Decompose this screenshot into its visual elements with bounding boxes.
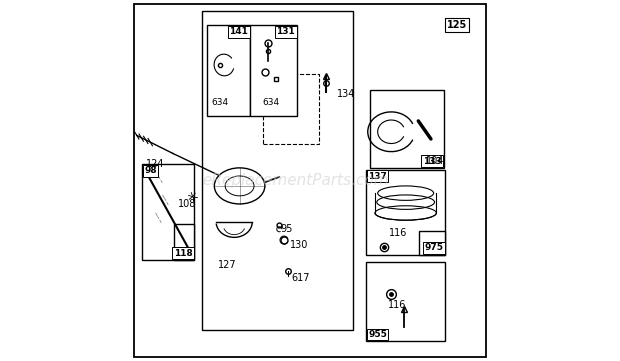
Text: 617: 617 (291, 273, 310, 283)
Bar (366, 170, 445, 255)
Text: 975: 975 (424, 243, 443, 252)
Text: 108: 108 (178, 199, 197, 209)
Text: 955: 955 (368, 330, 387, 339)
Ellipse shape (215, 168, 265, 204)
Text: 124: 124 (146, 159, 164, 169)
Bar (250, 25, 298, 116)
Text: 133: 133 (423, 157, 441, 166)
Text: ~~~: ~~~ (151, 210, 162, 225)
Text: 634: 634 (262, 99, 280, 107)
Bar (366, 262, 445, 341)
Text: eReplacementParts.com: eReplacementParts.com (202, 173, 389, 188)
Bar (419, 231, 445, 255)
Bar (202, 11, 353, 330)
Text: 104: 104 (425, 156, 444, 166)
Ellipse shape (225, 176, 254, 196)
Bar (263, 74, 319, 144)
Bar (207, 25, 250, 116)
Text: 118: 118 (174, 249, 192, 258)
Text: 134: 134 (337, 89, 355, 99)
Bar (174, 224, 195, 260)
Text: 98: 98 (144, 166, 157, 175)
Text: 125: 125 (447, 20, 467, 30)
Text: ~~~: ~~~ (158, 192, 170, 207)
Bar (370, 90, 443, 168)
Text: 127: 127 (218, 260, 237, 270)
Text: 95: 95 (280, 224, 293, 234)
Bar (142, 164, 195, 260)
Text: 116: 116 (389, 228, 407, 238)
Text: 116: 116 (388, 300, 406, 310)
Text: 130: 130 (290, 240, 309, 251)
Text: ~~~: ~~~ (153, 171, 164, 185)
Text: 137: 137 (368, 172, 387, 181)
Text: 141: 141 (229, 27, 248, 36)
Text: 131: 131 (277, 27, 295, 36)
Text: 634: 634 (212, 99, 229, 107)
